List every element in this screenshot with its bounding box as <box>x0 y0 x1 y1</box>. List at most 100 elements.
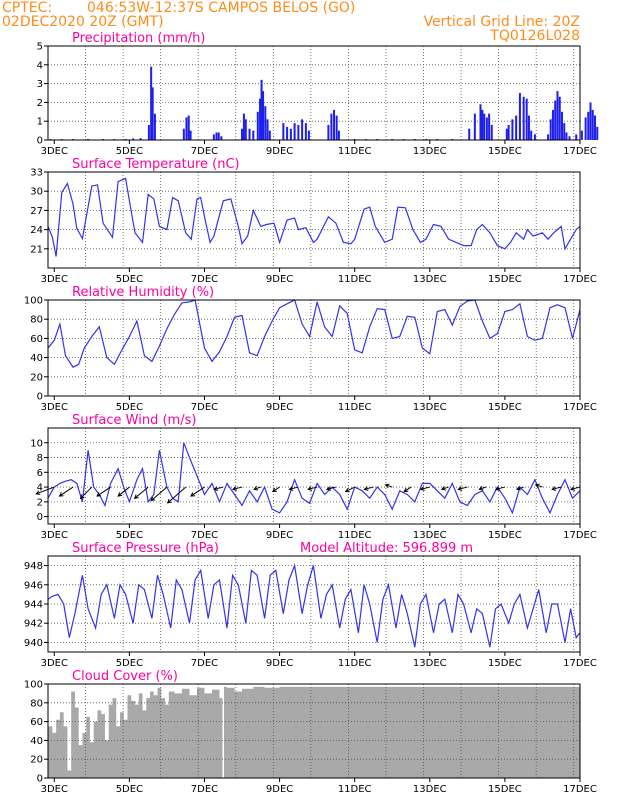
precip-bar <box>262 91 265 140</box>
humidity-y-tick-label: 100 <box>24 296 43 307</box>
wind-vector-head <box>307 486 313 491</box>
temperature-y-tick-label: 30 <box>30 187 43 198</box>
temperature-y-tick-label: 27 <box>30 206 43 217</box>
precip-bar <box>256 111 259 140</box>
wind-vector <box>59 486 74 497</box>
precip-bar <box>282 123 285 140</box>
pressure-x-tick-label: 5DEC <box>116 658 143 669</box>
temperature-y-tick-label: 33 <box>30 168 43 179</box>
pressure-subtitle: Model Altitude: 596.899 m <box>300 541 473 556</box>
precip-bar <box>473 113 476 140</box>
humidity-y-tick-label: 0 <box>37 392 43 403</box>
precip-bar <box>244 119 247 140</box>
humidity-x-tick-label: 7DEC <box>191 402 218 413</box>
wind-vector-head <box>96 492 102 497</box>
precip-bar <box>260 79 263 140</box>
cloud-x-tick-label: 11DEC <box>338 784 372 795</box>
precip-x-tick-label: 15DEC <box>488 146 522 157</box>
wind-vector-head <box>117 492 123 497</box>
wind-vector-head <box>133 494 139 499</box>
cloud-y-tick-label: 0 <box>37 774 43 785</box>
wind-y-tick-label: 2 <box>37 497 43 508</box>
cloud-x-tick-label: 3DEC <box>41 784 68 795</box>
wind-vector <box>570 486 581 490</box>
wind-vector-head <box>271 487 277 493</box>
precip-x-tick-label: 9DEC <box>266 146 293 157</box>
humidity-y-tick-label: 20 <box>30 372 43 383</box>
humidity-x-tick-label: 11DEC <box>338 402 372 413</box>
wind-vector-head <box>384 483 390 489</box>
precip-bar <box>215 132 218 140</box>
precip-y-tick-label: 5 <box>37 42 43 53</box>
wind-plot-area <box>48 428 580 524</box>
wind-y-tick-label: 8 <box>37 453 43 464</box>
precip-bar <box>132 138 135 140</box>
pressure-y-tick-label: 940 <box>24 638 43 649</box>
precip-bar <box>182 128 185 140</box>
pressure-x-tick-label: 7DEC <box>191 658 218 669</box>
temperature-x-tick-label: 3DEC <box>41 274 68 285</box>
wind-vector <box>150 486 168 501</box>
pressure-x-tick-label: 15DEC <box>488 658 522 669</box>
cloud-panel: 0 20 40 60 80 100 3DEC 5DEC 7DEC 9DEC 11DEC 13DEC 15… <box>24 669 597 795</box>
cloud-y-tick-label: 20 <box>30 755 43 766</box>
precip-bar <box>293 123 296 140</box>
humidity-x-tick-label: 3DEC <box>41 402 68 413</box>
wind-vector <box>403 486 412 492</box>
wind-panel: 0 2 4 6 8 10 3DEC 5DEC 7DEC 9DEC 11DEC 13DEC 15DEC 17… <box>30 413 597 541</box>
wind-x-tick-label: 17DEC <box>563 530 597 541</box>
precip-x-tick-label: 17DEC <box>563 146 597 157</box>
temperature-x-tick-label: 5DEC <box>116 274 143 285</box>
cloud-x-tick-label: 9DEC <box>266 784 293 795</box>
precip-bar <box>185 117 188 140</box>
precip-bar <box>286 126 289 140</box>
precip-bar <box>139 138 142 140</box>
wind-vector <box>80 486 93 499</box>
precip-bar <box>150 66 153 140</box>
pressure-y-tick-label: 948 <box>24 561 43 572</box>
cloud-y-tick-label: 100 <box>24 680 43 691</box>
precip-bar <box>327 124 330 140</box>
cloud-x-tick-label: 15DEC <box>488 784 522 795</box>
precip-y-tick-label: 3 <box>37 79 43 90</box>
precip-x-tick-label: 13DEC <box>413 146 447 157</box>
pressure-x-tick-label: 9DEC <box>266 658 293 669</box>
temperature-y-tick-label: 24 <box>30 225 43 236</box>
precip-bar <box>587 111 590 140</box>
wind-vector-head <box>534 483 540 489</box>
humidity-x-tick-label: 13DEC <box>413 402 447 413</box>
wind-vector <box>495 486 506 490</box>
humidity-y-tick-label: 40 <box>30 353 43 364</box>
wind-y-tick-label: 10 <box>30 438 43 449</box>
precip-bar <box>264 106 267 140</box>
precip-bar <box>266 119 269 140</box>
precip-bar <box>337 130 340 140</box>
precip-bar <box>560 111 563 140</box>
precip-bar <box>220 136 223 140</box>
precip-bar <box>568 136 571 140</box>
temperature-plot-area <box>48 172 580 268</box>
humidity-frame <box>47 299 581 397</box>
wind-vector-head <box>325 486 331 491</box>
precip-bar <box>549 119 552 140</box>
precip-bar <box>483 113 486 140</box>
precip-bar <box>212 134 215 140</box>
wind-vector <box>308 486 318 490</box>
precip-bar <box>511 119 514 140</box>
cloud-y-tick-label: 40 <box>30 736 43 747</box>
temperature-y-tick-label: 21 <box>30 244 43 255</box>
wind-vector <box>516 486 524 490</box>
wind-vector-head <box>288 486 294 491</box>
precip-bar <box>333 109 336 140</box>
grid-note: Vertical Grid Line: 20Z <box>424 14 580 30</box>
cloud-frame <box>47 683 581 779</box>
precip-bar <box>289 128 292 140</box>
precip-y-tick-label: 2 <box>37 98 43 109</box>
humidity-line <box>47 299 581 368</box>
wind-vector-head <box>440 486 446 491</box>
precip-bar <box>547 134 550 140</box>
pressure-x-tick-label: 11DEC <box>338 658 372 669</box>
precip-bar <box>525 98 528 140</box>
precip-bar <box>259 98 262 140</box>
